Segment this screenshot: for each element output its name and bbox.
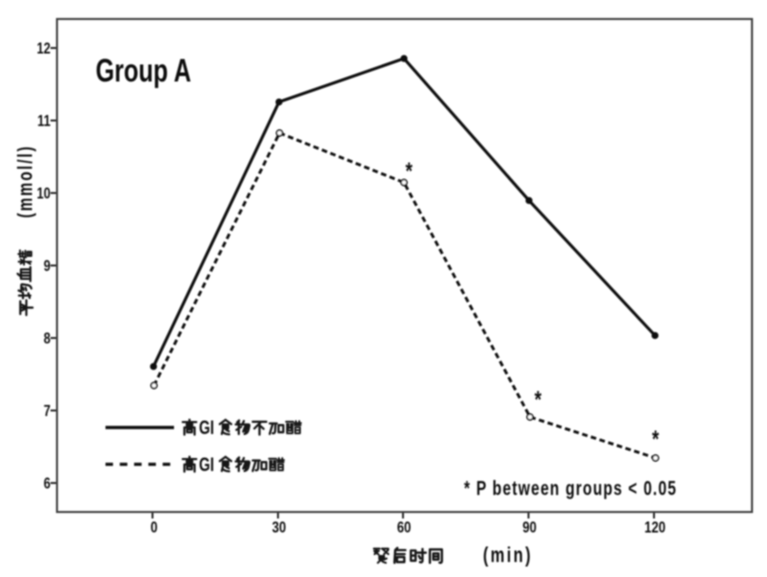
svg-text:7: 7 xyxy=(44,402,51,420)
svg-text:9: 9 xyxy=(44,257,51,275)
svg-text:10: 10 xyxy=(37,184,51,202)
svg-text:(min): (min) xyxy=(483,543,533,567)
svg-text:0: 0 xyxy=(150,519,157,536)
svg-text:*: * xyxy=(652,427,660,453)
svg-text:Group A: Group A xyxy=(96,53,192,89)
svg-text:6: 6 xyxy=(44,474,51,492)
svg-text:60: 60 xyxy=(397,519,411,536)
svg-text:(mmol/l): (mmol/l) xyxy=(14,145,37,218)
svg-text:11: 11 xyxy=(37,112,50,130)
svg-text:GI: GI xyxy=(199,417,214,438)
svg-text:8: 8 xyxy=(44,329,51,347)
svg-text:* P between groups < 0.05: * P between groups < 0.05 xyxy=(464,477,677,500)
svg-text:90: 90 xyxy=(522,519,536,536)
svg-text:GI: GI xyxy=(199,454,214,475)
svg-text:30: 30 xyxy=(272,519,286,536)
svg-text:120: 120 xyxy=(644,519,665,536)
svg-text:*: * xyxy=(534,387,542,413)
svg-text:12: 12 xyxy=(37,39,51,57)
svg-text:*: * xyxy=(405,159,413,185)
